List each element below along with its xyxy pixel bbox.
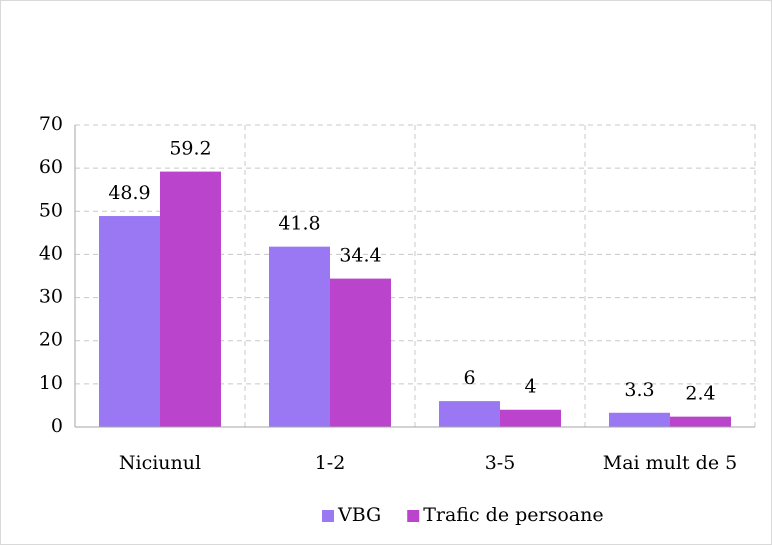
- bar: [160, 171, 221, 427]
- data-label: 34.4: [339, 245, 381, 267]
- legend-swatch: [322, 510, 334, 522]
- x-tick-label: Mai mult de 5: [603, 452, 737, 474]
- legend-swatch: [407, 510, 420, 522]
- y-tick-label: 50: [39, 199, 63, 221]
- legend-label: VBG: [337, 504, 381, 526]
- bar: [330, 278, 391, 427]
- y-tick-label: 40: [39, 242, 63, 264]
- y-tick-label: 70: [39, 113, 63, 135]
- y-tick-label: 30: [39, 286, 63, 308]
- x-tick-label: 3-5: [485, 452, 516, 474]
- bar: [609, 412, 670, 427]
- x-tick-label: Niciunul: [119, 452, 201, 474]
- bar: [439, 401, 500, 427]
- data-label: 6: [463, 367, 475, 389]
- y-tick-label: 10: [39, 372, 63, 394]
- y-tick-label: 20: [39, 329, 63, 351]
- data-label: 3.3: [624, 379, 654, 401]
- bar: [500, 409, 561, 427]
- bar: [99, 216, 160, 427]
- y-tick-label: 0: [51, 415, 63, 437]
- data-label: 59.2: [169, 138, 211, 160]
- legend-label: Trafic de persoane: [423, 504, 603, 526]
- data-label: 48.9: [108, 182, 150, 204]
- x-tick-label: 1-2: [315, 452, 346, 474]
- bar: [269, 246, 330, 427]
- data-label: 41.8: [278, 213, 320, 235]
- data-label: 2.4: [685, 383, 715, 405]
- data-label: 4: [524, 376, 536, 398]
- y-tick-label: 60: [39, 156, 63, 178]
- bar: [670, 416, 731, 427]
